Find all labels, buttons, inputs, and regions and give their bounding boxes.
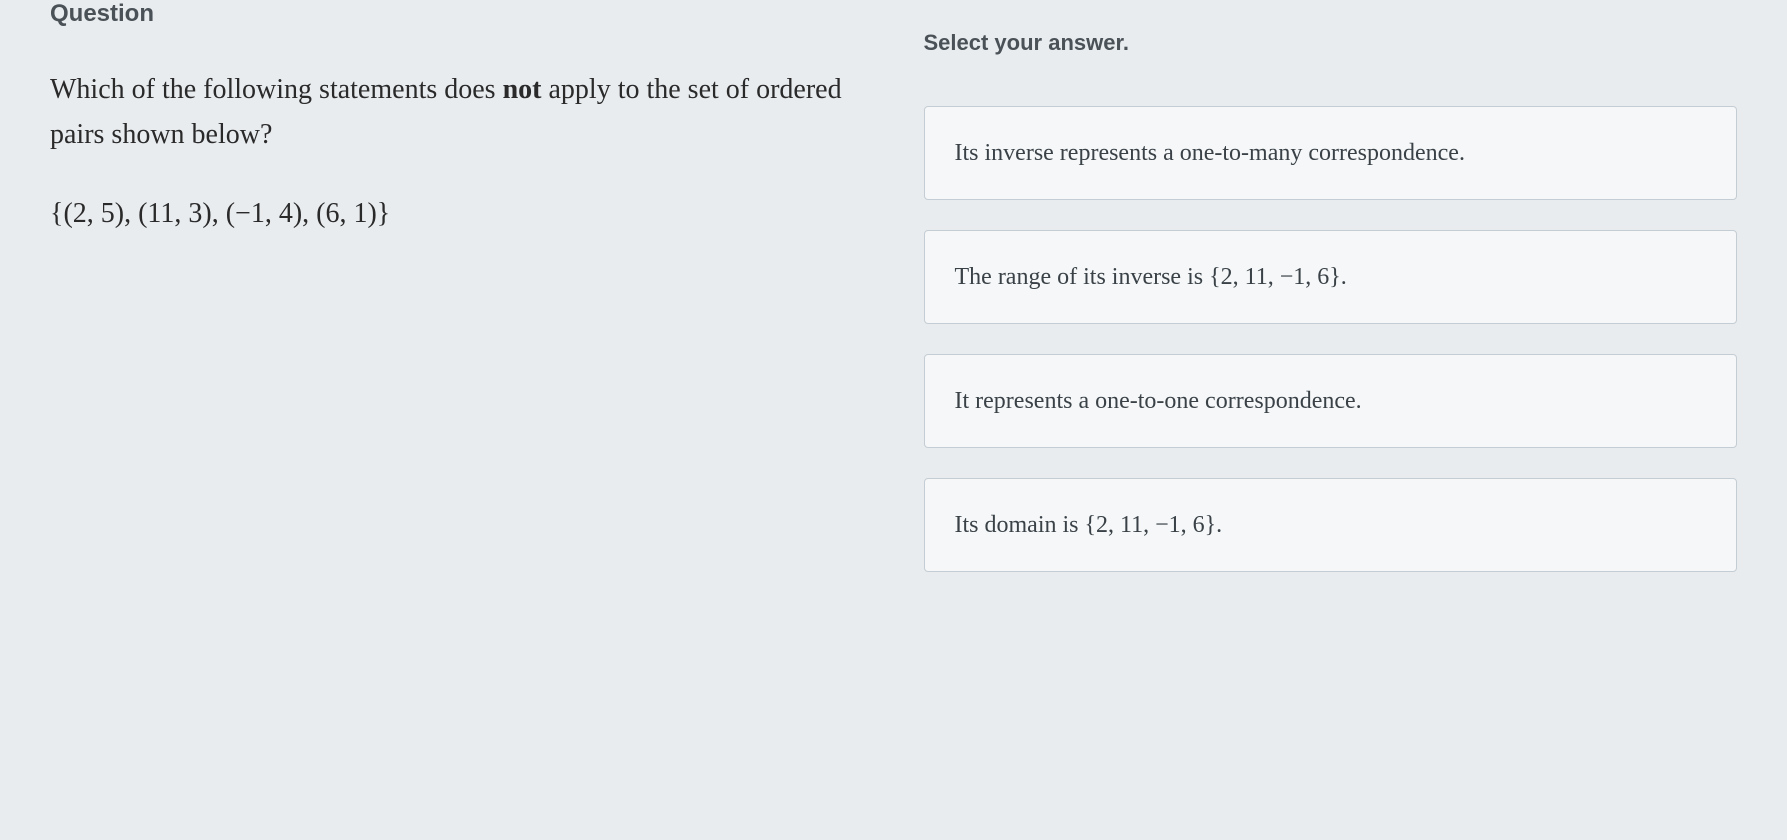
question-text-bold: not [503, 74, 542, 105]
select-prompt: Select your answer. [924, 30, 1738, 56]
answer-option-2[interactable]: The range of its inverse is {2, 11, −1, … [924, 230, 1738, 324]
question-header: Question [50, 0, 864, 28]
answer-panel: Select your answer. Its inverse represen… [904, 0, 1738, 840]
answer-option-1[interactable]: Its inverse represents a one-to-many cor… [924, 106, 1738, 200]
answer-option-4[interactable]: Its domain is {2, 11, −1, 6}. [924, 478, 1738, 572]
answer-option-3[interactable]: It represents a one-to-one correspondenc… [924, 354, 1738, 448]
question-panel: Question Which of the following statemen… [50, 0, 904, 840]
question-text: Which of the following statements does n… [50, 68, 864, 158]
math-expression: {(2, 5), (11, 3), (−1, 4), (6, 1)} [50, 198, 864, 230]
question-text-part1: Which of the following statements does [50, 74, 503, 105]
